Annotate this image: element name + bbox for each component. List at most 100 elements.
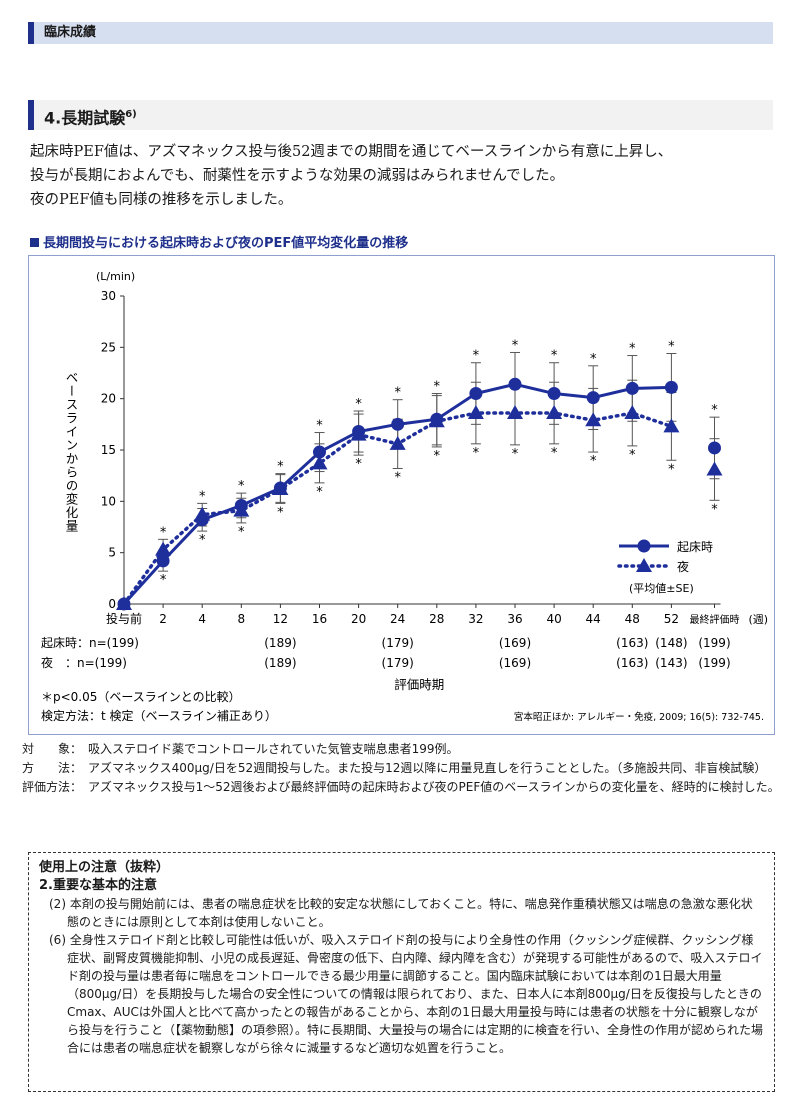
significance-asterisk: *: [551, 349, 558, 364]
significance-asterisk: *: [316, 419, 323, 434]
y-tick-label: 0: [108, 597, 116, 611]
legend-night-label: 夜: [677, 559, 689, 574]
n-value-morning: (148): [655, 636, 687, 650]
significance-asterisk: *: [473, 349, 480, 364]
morning-point: [469, 387, 483, 401]
note-label: 方 法：: [22, 761, 83, 775]
night-point: [272, 481, 289, 496]
significance-asterisk: *: [160, 525, 167, 540]
significance-asterisk: *: [394, 386, 401, 401]
n-value-night: (199): [698, 656, 730, 670]
section-heading: 4.長期試験6): [28, 100, 773, 130]
n-value-morning: (179): [382, 636, 414, 650]
legend-morning-label: 起床時: [677, 540, 713, 554]
night-point: [467, 405, 484, 420]
note-label: 対 象：: [22, 742, 83, 756]
section-title: 4.長期試験: [44, 108, 126, 128]
morning-point: [313, 445, 326, 459]
y-axis-label: ベースラインからの変化量: [64, 371, 79, 533]
legend-triangle-icon: [636, 558, 652, 572]
night-point: [428, 413, 445, 428]
note-value: アズマネックス投与1～52週後および最終評価時の起床時および夜のPEF値のベース…: [88, 780, 780, 794]
y-tick-label: 20: [101, 392, 116, 406]
y-tick-label: 10: [101, 494, 116, 508]
n-value-morning: (189): [264, 636, 296, 650]
note-label: 評価方法：: [22, 780, 83, 794]
night-point: [311, 455, 328, 470]
significance-asterisk: *: [355, 457, 362, 472]
x-tick-label: 2: [159, 612, 167, 626]
x-tick-label: 44: [586, 612, 601, 626]
n-value-night: (179): [382, 656, 414, 670]
night-point: [507, 405, 523, 420]
chart-box: 0 5 10 15 20 25 30 (L/min) ベースラインからの変化量 投与前 2 4 8 12 1…: [28, 255, 775, 735]
y-tick-label: 25: [101, 340, 116, 354]
chart-title-text: 長期間投与における起床時および夜のPEF値平均変化量の推移: [43, 236, 409, 251]
night-point: [663, 418, 680, 433]
n-label-night: 夜 ：n=(199): [41, 655, 127, 670]
x-tick-label: 4: [198, 612, 206, 626]
intro-line: 夜のPEF値も同様の推移を示しました。: [30, 192, 293, 208]
x-unit-label: (週): [749, 613, 769, 626]
header-bar: 臨床成績: [28, 22, 773, 44]
significance-asterisk: *: [512, 338, 519, 353]
significance-asterisk: *: [434, 380, 441, 395]
significance-asterisk: *: [238, 479, 245, 494]
legend-circle-icon: [637, 539, 651, 553]
significance-asterisk: *: [199, 533, 206, 548]
significance-asterisk: *: [316, 485, 323, 500]
significance-asterisk: *: [629, 448, 636, 463]
intro-line: 起床時PEF値は、アズマネックス投与後52週までの期間を通じてベースラインから有…: [30, 144, 673, 160]
night-point: [585, 412, 602, 427]
x-tick-label: 16: [312, 612, 327, 626]
x-tick-label: 40: [546, 612, 561, 626]
significance-asterisk: *: [668, 339, 675, 354]
n-value-night: (143): [655, 656, 687, 670]
n-value-morning: (169): [499, 636, 531, 650]
night-point: [155, 541, 172, 556]
legend-note: (平均値±SE): [629, 582, 694, 595]
night-point: [116, 596, 132, 610]
square-bullet-icon: [30, 238, 39, 247]
x-tick-label: 36: [507, 612, 522, 626]
morning-point: [508, 377, 522, 391]
morning-point: [708, 441, 721, 455]
significance-asterisk: *: [590, 352, 597, 367]
x-axis-label: 評価時期: [394, 677, 444, 692]
x-tick-label: 24: [390, 612, 405, 626]
significance-asterisk: *: [629, 342, 636, 357]
y-tick-label: 30: [101, 289, 116, 303]
significance-asterisk: *: [199, 489, 206, 504]
caution-title: 使用上の注意（抜粋）: [39, 860, 170, 875]
note-row: 方 法： アズマネックス400μg/日を52週間投与した。また投与12週以降に用…: [22, 759, 782, 778]
study-notes: 対 象： 吸入ステロイド薬でコントロールされていた気管支喘息患者199例。 方 …: [22, 740, 782, 797]
x-tick-label: 52: [664, 612, 679, 626]
x-tick-label: 32: [468, 612, 483, 626]
significance-asterisk: *: [711, 403, 718, 418]
y-tick-label: 5: [108, 546, 116, 560]
significance-asterisk: *: [277, 460, 284, 475]
x-tick-label: 20: [351, 612, 366, 626]
x-tick-label: 8: [237, 612, 245, 626]
x-tick-label: 28: [429, 612, 444, 626]
morning-point: [664, 380, 678, 394]
significance-asterisk: *: [711, 502, 718, 517]
night-point: [233, 502, 250, 517]
caution-box: 使用上の注意（抜粋） 2.重要な基本的注意 (2) 本剤の投与開始前には、患者の…: [28, 852, 775, 1092]
significance-asterisk: *: [473, 446, 480, 461]
morning-point: [391, 417, 405, 431]
y-tick-label: 15: [101, 443, 116, 457]
significance-asterisk: *: [551, 446, 558, 461]
n-value-night: (189): [264, 656, 296, 670]
y-unit-label: (L/min): [96, 270, 135, 283]
x-tick-label: 48: [625, 612, 640, 626]
significance-asterisk: *: [277, 505, 284, 520]
significance-asterisk: *: [355, 397, 362, 412]
morning-point: [586, 391, 600, 405]
night-point: [706, 461, 723, 476]
footnote-significance: ＊p<0.05（ベースラインとの比較）: [41, 689, 241, 704]
night-point: [350, 426, 367, 441]
x-tick-label: 最終評価時: [690, 613, 740, 626]
note-row: 評価方法： アズマネックス投与1～52週後および最終評価時の起床時および夜のPE…: [22, 778, 782, 797]
chart-title: 長期間投与における起床時および夜のPEF値平均変化量の推移: [30, 232, 408, 251]
